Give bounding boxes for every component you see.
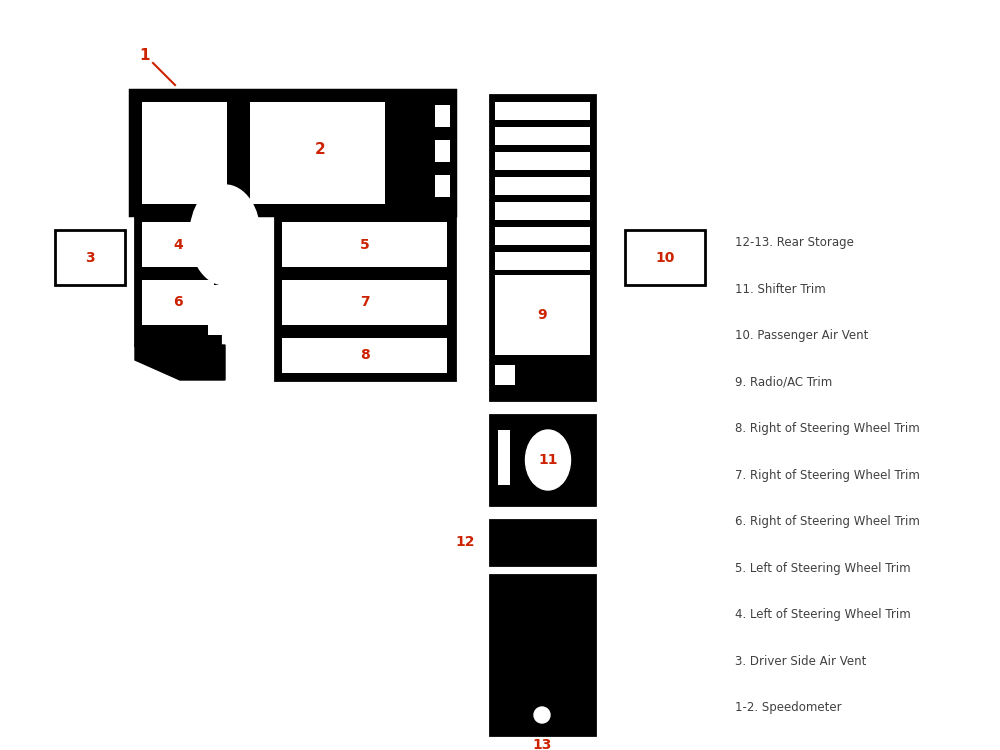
Bar xyxy=(495,275,590,355)
Text: 12-13. Rear Storage: 12-13. Rear Storage xyxy=(735,236,854,249)
Bar xyxy=(490,575,595,735)
Bar xyxy=(142,222,214,267)
Text: 3: 3 xyxy=(85,251,95,265)
Bar xyxy=(495,252,590,270)
Bar xyxy=(490,520,595,565)
Bar xyxy=(435,175,450,197)
Ellipse shape xyxy=(526,430,570,490)
Text: 11: 11 xyxy=(538,453,558,467)
Text: 11. Shifter Trim: 11. Shifter Trim xyxy=(735,283,826,296)
Bar xyxy=(142,280,214,325)
Text: 12: 12 xyxy=(456,535,475,549)
Text: 7: 7 xyxy=(360,295,370,309)
Text: 2: 2 xyxy=(315,142,325,158)
Text: 3. Driver Side Air Vent: 3. Driver Side Air Vent xyxy=(735,655,866,668)
Bar xyxy=(135,215,220,345)
Circle shape xyxy=(534,707,550,723)
Bar xyxy=(495,202,590,220)
Text: 13: 13 xyxy=(532,738,552,750)
Bar xyxy=(250,102,385,204)
Bar xyxy=(495,152,590,170)
Bar xyxy=(130,90,455,215)
Bar xyxy=(435,105,450,127)
Bar xyxy=(495,102,590,120)
Text: 8: 8 xyxy=(360,348,370,362)
Text: 6. Right of Steering Wheel Trim: 6. Right of Steering Wheel Trim xyxy=(735,515,920,528)
Text: 1: 1 xyxy=(140,47,150,62)
Bar xyxy=(625,230,705,285)
Text: 10. Passenger Air Vent: 10. Passenger Air Vent xyxy=(735,329,868,342)
Bar xyxy=(490,95,595,400)
Bar xyxy=(495,127,590,145)
Bar xyxy=(142,102,227,204)
Bar xyxy=(282,338,447,373)
Bar xyxy=(435,140,450,162)
Text: 10: 10 xyxy=(655,251,675,265)
Bar xyxy=(490,415,595,505)
Text: 8. Right of Steering Wheel Trim: 8. Right of Steering Wheel Trim xyxy=(735,422,920,435)
Bar xyxy=(498,430,510,485)
Text: 4. Left of Steering Wheel Trim: 4. Left of Steering Wheel Trim xyxy=(735,608,911,621)
Text: 6: 6 xyxy=(173,295,183,309)
Text: 4: 4 xyxy=(173,238,183,252)
Text: 7. Right of Steering Wheel Trim: 7. Right of Steering Wheel Trim xyxy=(735,469,920,482)
Polygon shape xyxy=(135,345,225,380)
Text: 5: 5 xyxy=(360,238,370,252)
Bar xyxy=(282,222,447,267)
Bar xyxy=(208,285,240,335)
Bar xyxy=(275,215,455,380)
Bar xyxy=(55,230,125,285)
Bar xyxy=(495,365,515,385)
Bar xyxy=(282,280,447,325)
Bar xyxy=(495,227,590,245)
Text: 9. Radio/AC Trim: 9. Radio/AC Trim xyxy=(735,376,832,388)
Text: 9: 9 xyxy=(537,308,547,322)
Bar xyxy=(495,177,590,195)
Ellipse shape xyxy=(190,185,260,285)
Text: 5. Left of Steering Wheel Trim: 5. Left of Steering Wheel Trim xyxy=(735,562,911,574)
Text: 1-2. Speedometer: 1-2. Speedometer xyxy=(735,701,842,714)
